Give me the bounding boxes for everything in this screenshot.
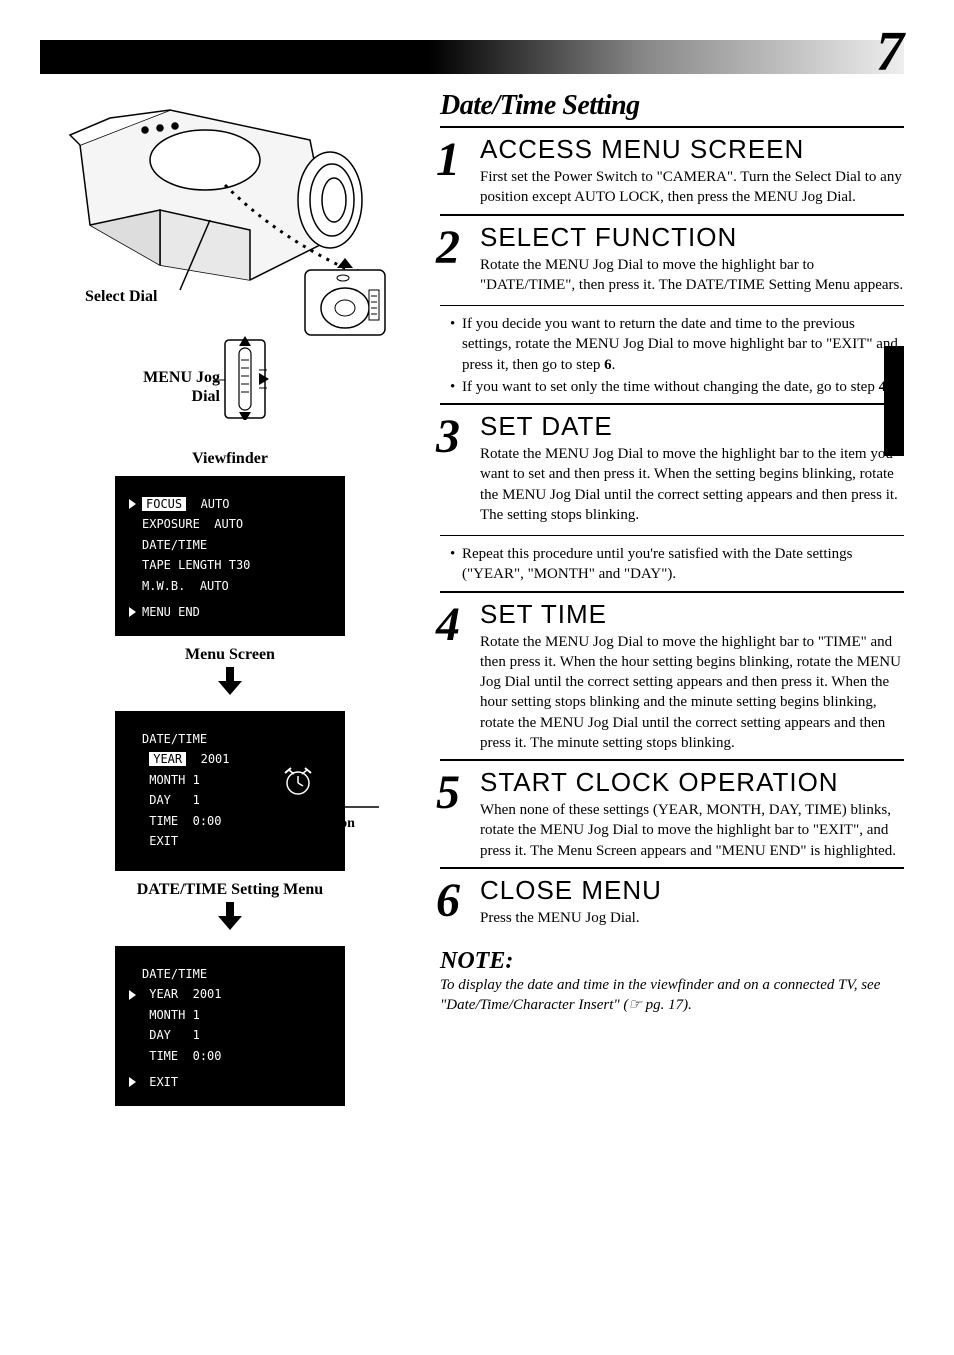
step-body: When none of these settings (YEAR, MONTH… (480, 800, 904, 861)
camera-illustration (50, 90, 390, 420)
page-number: 7 (876, 20, 904, 84)
viewfinder-screen: FOCUS AUTO EXPOSURE AUTO DATE/TIME TAPE … (115, 476, 345, 636)
camera-diagram: Select Dial MENU Jog Dial (50, 90, 390, 420)
step-title: SET TIME (480, 599, 904, 630)
datetime-menu-label: DATE/TIME Setting Menu (50, 881, 410, 899)
step-title: SELECT FUNCTION (480, 222, 904, 253)
step-number: 2 (436, 224, 460, 272)
step-2: 2 SELECT FUNCTION Rotate the MENU Jog Di… (440, 214, 904, 398)
step-6: 6 CLOSE MENU Press the MENU Jog Dial. (440, 867, 904, 928)
step-title: SET DATE (480, 411, 904, 442)
step-title: ACCESS MENU SCREEN (480, 134, 904, 165)
step-bullets: If you decide you want to return the dat… (440, 314, 904, 397)
select-dial-label: Select Dial (85, 288, 157, 306)
down-arrow-icon (50, 666, 410, 703)
menu-screen-label: Menu Screen (50, 646, 410, 664)
step-4: 4 SET TIME Rotate the MENU Jog Dial to m… (440, 591, 904, 754)
clock-icon (281, 763, 315, 797)
step-number: 1 (436, 136, 460, 184)
right-column: Date/Time Setting 1 ACCESS MENU SCREEN F… (440, 90, 904, 1114)
step-title: START CLOCK OPERATION (480, 767, 904, 798)
step-5: 5 START CLOCK OPERATION When none of the… (440, 759, 904, 861)
step-number: 6 (436, 877, 460, 925)
step-number: 3 (436, 413, 460, 461)
step-body: Rotate the MENU Jog Dial to move the hig… (480, 632, 904, 754)
step-body: First set the Power Switch to "CAMERA". … (480, 167, 904, 208)
left-column: Select Dial MENU Jog Dial Viewfinder FOC… (50, 90, 410, 1114)
datetime-screen-1: DATE/TIME YEAR 2001 MONTH 1 DAY 1 TIME 0… (115, 711, 345, 871)
viewfinder-label: Viewfinder (50, 450, 410, 468)
step-body: Rotate the MENU Jog Dial to move the hig… (480, 444, 904, 525)
section-title: Date/Time Setting (440, 90, 904, 122)
step-number: 4 (436, 601, 460, 649)
down-arrow-icon (50, 901, 410, 938)
header-gradient-bar (40, 40, 904, 74)
step-body: Rotate the MENU Jog Dial to move the hig… (480, 255, 904, 296)
hour-indication-label: 24-hour indication (295, 800, 375, 832)
note-body: To display the date and time in the view… (440, 975, 904, 1016)
note-title: NOTE: (440, 948, 904, 975)
step-bullets: Repeat this procedure until you're satis… (440, 544, 904, 585)
datetime-screen-2: DATE/TIME YEAR 2001 MONTH 1 DAY 1 TIME 0… (115, 946, 345, 1106)
step-number: 5 (436, 769, 460, 817)
step-3: 3 SET DATE Rotate the MENU Jog Dial to m… (440, 403, 904, 585)
step-title: CLOSE MENU (480, 875, 904, 906)
step-1: 1 ACCESS MENU SCREEN First set the Power… (440, 126, 904, 208)
step-body: Press the MENU Jog Dial. (480, 908, 904, 928)
jog-dial-label: MENU Jog Dial (130, 368, 220, 406)
